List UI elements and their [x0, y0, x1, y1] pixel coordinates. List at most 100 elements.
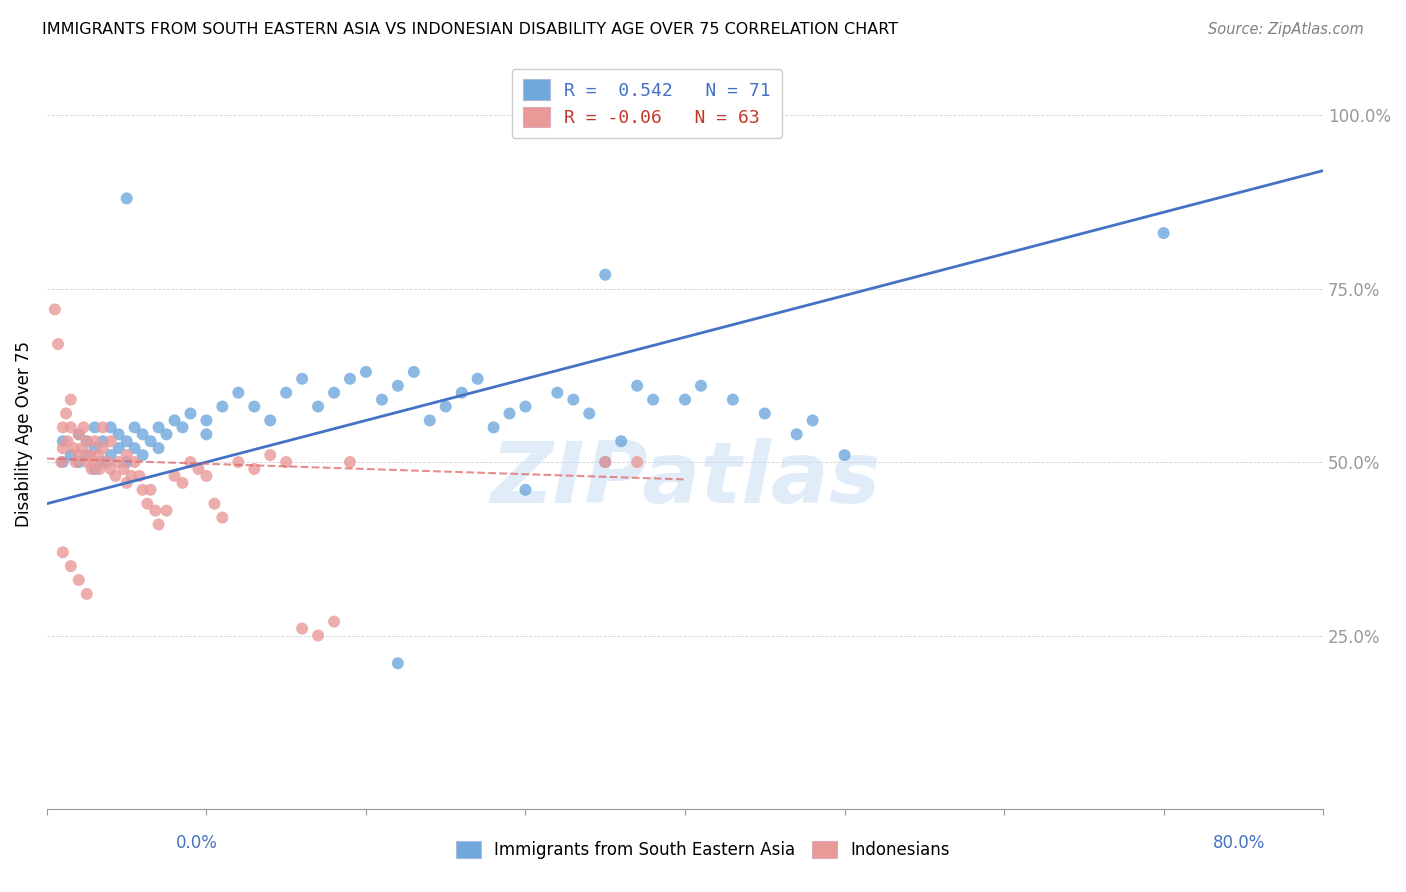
Point [211, 400, 233, 414]
Point [139, 483, 162, 497]
Point [76, 434, 98, 449]
Point [76, 448, 98, 462]
Point [498, 407, 520, 421]
Point [124, 455, 146, 469]
Point [172, 420, 194, 434]
Point [419, 413, 441, 427]
Point [211, 510, 233, 524]
Text: 0.0%: 0.0% [176, 834, 218, 852]
Point [89, 462, 111, 476]
Text: 80.0%: 80.0% [1213, 834, 1265, 852]
Point [323, 615, 346, 629]
Point [155, 503, 177, 517]
Point [307, 628, 329, 642]
Point [100, 462, 122, 476]
Point [59, 559, 82, 574]
Point [83, 455, 105, 469]
Point [59, 448, 82, 462]
Point [155, 427, 177, 442]
Point [626, 378, 648, 392]
Point [67, 427, 90, 442]
Point [450, 385, 472, 400]
Point [187, 462, 209, 476]
Point [52, 434, 75, 449]
Point [834, 448, 856, 462]
Point [100, 434, 122, 449]
Point [115, 448, 138, 462]
Point [323, 385, 346, 400]
Point [131, 448, 153, 462]
Point [52, 420, 75, 434]
Point [402, 365, 425, 379]
Point [107, 427, 129, 442]
Point [87, 448, 110, 462]
Point [243, 462, 266, 476]
Point [202, 497, 225, 511]
Point [434, 400, 457, 414]
Text: ZIPatlas: ZIPatlas [489, 438, 880, 521]
Point [124, 420, 146, 434]
Point [578, 407, 600, 421]
Point [52, 441, 75, 455]
Point [76, 455, 98, 469]
Text: IMMIGRANTS FROM SOUTH EASTERN ASIA VS INDONESIAN DISABILITY AGE OVER 75 CORRELAT: IMMIGRANTS FROM SOUTH EASTERN ASIA VS IN… [42, 22, 898, 37]
Point [115, 475, 138, 490]
Point [195, 413, 218, 427]
Point [228, 455, 250, 469]
Point [754, 407, 776, 421]
Point [100, 420, 122, 434]
Point [120, 469, 142, 483]
Point [52, 545, 75, 559]
Point [163, 413, 186, 427]
Point [131, 427, 153, 442]
Point [91, 441, 114, 455]
Point [91, 455, 114, 469]
Point [67, 455, 90, 469]
Point [1153, 226, 1175, 240]
Point [387, 378, 409, 392]
Point [721, 392, 744, 407]
Point [55, 407, 77, 421]
Point [83, 420, 105, 434]
Point [339, 372, 361, 386]
Point [124, 441, 146, 455]
Point [593, 455, 616, 469]
Point [593, 268, 616, 282]
Point [56, 434, 79, 449]
Point [276, 455, 298, 469]
Point [643, 94, 665, 108]
Point [610, 434, 633, 449]
Point [546, 385, 568, 400]
Point [148, 441, 170, 455]
Point [115, 434, 138, 449]
Point [163, 469, 186, 483]
Point [67, 573, 90, 587]
Point [128, 469, 150, 483]
Point [643, 392, 665, 407]
Point [339, 455, 361, 469]
Point [67, 448, 90, 462]
Point [131, 483, 153, 497]
Point [104, 469, 127, 483]
Point [76, 434, 98, 449]
Point [96, 455, 118, 469]
Point [354, 365, 377, 379]
Point [139, 434, 162, 449]
Point [179, 455, 201, 469]
Point [67, 427, 90, 442]
Point [72, 420, 94, 434]
Point [83, 434, 105, 449]
Point [626, 455, 648, 469]
Point [145, 503, 167, 517]
Point [515, 400, 537, 414]
Point [148, 420, 170, 434]
Point [59, 392, 82, 407]
Point [673, 392, 696, 407]
Legend: Immigrants from South Eastern Asia, Indonesians: Immigrants from South Eastern Asia, Indo… [450, 834, 956, 866]
Point [52, 455, 75, 469]
Point [112, 462, 135, 476]
Point [65, 455, 87, 469]
Point [100, 448, 122, 462]
Point [107, 441, 129, 455]
Point [593, 455, 616, 469]
